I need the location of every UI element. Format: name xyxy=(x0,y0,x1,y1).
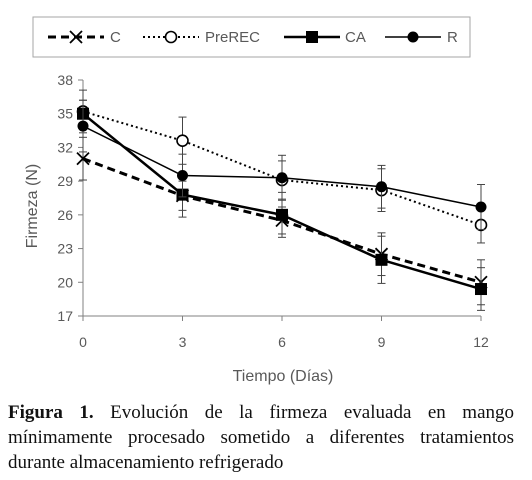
caption-label: Figura 1. xyxy=(8,402,94,423)
y-tick-label: 29 xyxy=(57,173,73,189)
legend-label: CA xyxy=(345,29,366,46)
x-tick-label: 3 xyxy=(179,334,187,350)
y-tick-label: 17 xyxy=(57,308,73,324)
series-ca xyxy=(77,99,487,311)
y-axis: 17 20 23 26 29 32 35 38 xyxy=(57,72,84,324)
x-tick-label: 12 xyxy=(473,334,489,350)
caption-text: Evolución de la firmeza evaluada en mang… xyxy=(8,402,515,473)
x-tick-label: 0 xyxy=(79,334,87,350)
y-tick-label: 35 xyxy=(57,106,73,122)
legend-marker xyxy=(407,31,419,43)
x-tick-label: 6 xyxy=(278,334,286,350)
data-point xyxy=(176,134,189,147)
y-axis-title: Firmeza (N) xyxy=(24,164,41,248)
data-point xyxy=(475,201,487,213)
y-tick-label: 26 xyxy=(57,207,73,223)
x-tick-label: 9 xyxy=(378,334,386,350)
data-point xyxy=(177,170,188,182)
legend-marker xyxy=(69,30,83,44)
data-point xyxy=(77,120,89,132)
data-point xyxy=(276,208,288,221)
data-point xyxy=(375,253,388,266)
y-tick-label: 38 xyxy=(57,72,73,88)
data-point xyxy=(376,181,387,193)
legend-item-r: R xyxy=(385,29,458,46)
legend-item-ca: CA xyxy=(284,29,366,46)
x-axis-title: Tiempo (Días) xyxy=(233,368,334,385)
data-point xyxy=(475,283,487,296)
legend-marker xyxy=(164,30,178,44)
legend-item-c: C xyxy=(48,29,121,46)
figure-caption: Figura 1. Evolución de la firmeza evalua… xyxy=(8,400,514,475)
legend-label: R xyxy=(447,29,458,46)
data-point xyxy=(76,152,90,166)
plot-area xyxy=(76,89,488,311)
legend-item-prerec: PreREC xyxy=(143,29,260,46)
legend-label: PreREC xyxy=(205,29,260,46)
data-point xyxy=(276,172,288,184)
legend: C PreREC CA R xyxy=(32,16,471,58)
x-axis: 0 3 6 9 12 xyxy=(79,315,489,350)
y-tick-label: 23 xyxy=(57,241,73,257)
legend-marker xyxy=(306,31,318,43)
y-tick-label: 20 xyxy=(57,274,73,290)
y-tick-label: 32 xyxy=(57,139,73,155)
chart: C PreREC CA R 17 20 23 26 29 32 35 38 0 3 6 9 12 Tiemp… xyxy=(24,16,489,385)
series-r xyxy=(77,99,487,230)
legend-label: C xyxy=(110,29,121,46)
